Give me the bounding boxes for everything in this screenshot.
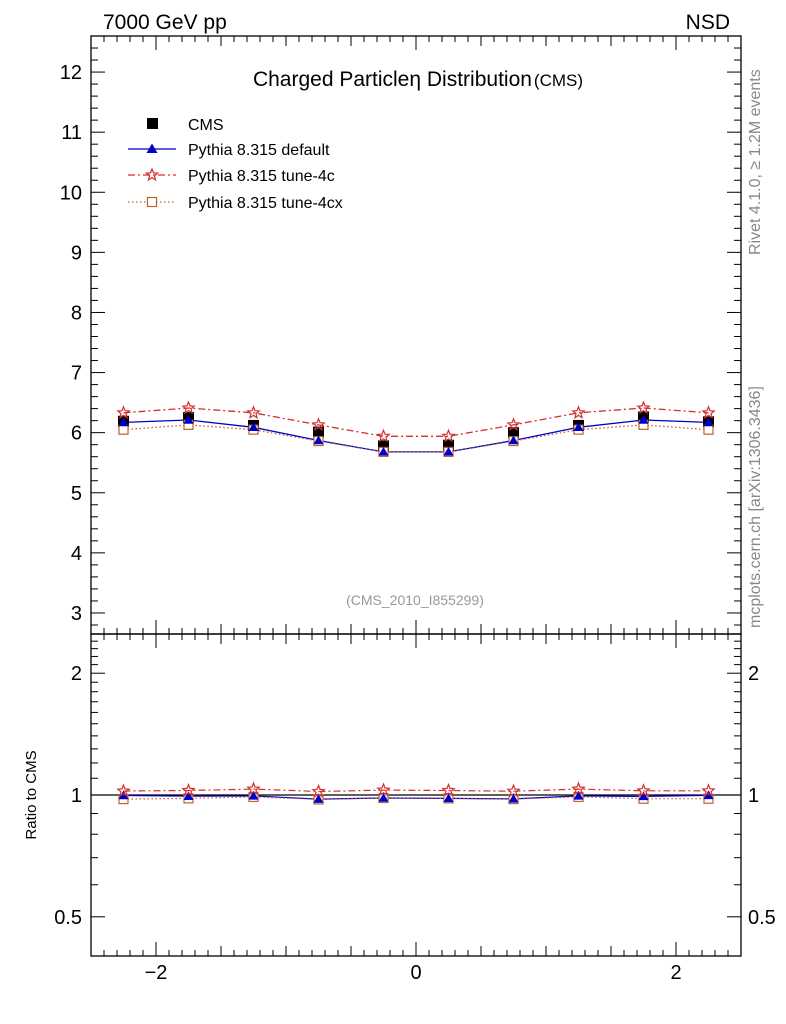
ratio-y-tick-label: 1 xyxy=(71,785,82,807)
ratio-default-marker xyxy=(313,794,324,803)
y-tick-label: 11 xyxy=(61,122,82,144)
ratio-line-square xyxy=(123,796,709,801)
x-tick-label: −2 xyxy=(145,962,168,984)
ratio-tune4c-marker xyxy=(246,781,261,796)
default-marker xyxy=(508,435,519,445)
process-label: NSD xyxy=(686,11,730,34)
y-tick-label: 8 xyxy=(71,302,82,324)
ratio-panel xyxy=(91,781,741,805)
ratio-y-tick-label: 2 xyxy=(71,663,82,685)
x-tick-label: 2 xyxy=(670,962,681,984)
tune4c-marker xyxy=(571,405,586,420)
ratio-y-tick-label-right: 2 xyxy=(748,663,759,685)
ratio-tune4c-marker xyxy=(311,783,326,798)
y-tick-label: 4 xyxy=(71,543,82,565)
rivet-version-label: Rivet 4.1.0, ≥ 1.2M events xyxy=(747,69,764,255)
y-tick-label: 3 xyxy=(71,603,82,625)
ratio-tune4c-marker xyxy=(376,782,391,797)
ratio-default-marker xyxy=(443,793,454,803)
ratio-tune4c-marker xyxy=(441,782,456,797)
tune4c-marker xyxy=(376,428,391,443)
y-tick-label: 12 xyxy=(60,62,82,84)
chart-title-main: Charged Particleη Distribution xyxy=(253,68,532,91)
tune4c-marker xyxy=(311,417,326,432)
tune4c-marker xyxy=(636,400,651,415)
energy-label: 7000 GeV pp xyxy=(103,11,227,34)
ratio-default-marker xyxy=(508,793,519,803)
legend-marker-tune4c xyxy=(144,167,160,182)
default-marker xyxy=(378,446,389,456)
legend-label-tune4c: Pythia 8.315 tune-4c xyxy=(188,168,335,185)
ratio-tune4c-marker xyxy=(506,783,521,798)
ratio-y-tick-label-right: 0.5 xyxy=(748,907,776,929)
series-line-triangle xyxy=(123,419,709,453)
ratio-y-tick-label-right: 1 xyxy=(748,785,759,807)
default-marker xyxy=(313,435,324,445)
analysis-label: (CMS_2010_I855299) xyxy=(346,592,484,608)
legend-marker-tune4cx xyxy=(146,196,158,208)
cms-data-point xyxy=(508,427,519,439)
main-panel xyxy=(116,400,716,457)
chart-title: Charged Particleη Distribution (CMS) xyxy=(253,68,583,91)
ratio-default-marker xyxy=(378,793,389,802)
default-marker xyxy=(248,422,259,432)
ratio-default-marker xyxy=(118,790,129,800)
legend-label-default: Pythia 8.315 default xyxy=(188,142,330,159)
ratio-default-marker xyxy=(573,790,584,800)
y-tick-label: 9 xyxy=(71,242,82,264)
ratio-default-marker xyxy=(248,790,259,800)
ratio-tune4c-marker xyxy=(116,783,131,798)
ratio-default-marker xyxy=(183,791,194,800)
tune4c-marker xyxy=(246,405,261,420)
ratio-tune4c-marker xyxy=(571,781,586,796)
tune4c-marker xyxy=(506,417,521,432)
chart-title-suffix: (CMS) xyxy=(534,71,583,90)
cms-data-point xyxy=(313,426,324,438)
ratio-y-tick-label: 0.5 xyxy=(54,907,82,929)
tune4cx-marker xyxy=(703,424,714,435)
default-marker xyxy=(118,417,129,427)
x-tick-label: 0 xyxy=(410,962,421,984)
tune4cx-marker xyxy=(118,424,129,435)
legend: CMS Pythia 8.315 default Pythia 8.315 tu… xyxy=(128,117,343,212)
legend-label-tune4cx: Pythia 8.315 tune-4cx xyxy=(188,195,343,212)
series-line-square xyxy=(123,424,709,453)
ratio-tune4c-marker xyxy=(181,782,196,797)
tune4c-marker xyxy=(116,405,131,420)
y-tick-label: 6 xyxy=(71,423,82,445)
ratio-default-marker xyxy=(638,791,649,801)
default-marker xyxy=(573,422,584,432)
ratio-default-marker xyxy=(703,790,714,800)
tune4c-marker xyxy=(441,428,456,443)
y-tick-label: 5 xyxy=(71,483,82,505)
default-marker xyxy=(703,417,714,427)
mcplots-label: mcplots.cern.ch [arXiv:1306.3436] xyxy=(747,386,764,628)
ratio-tune4c-marker xyxy=(701,783,716,798)
default-marker xyxy=(443,446,454,456)
y-tick-label: 10 xyxy=(60,182,82,204)
legend-marker-default xyxy=(146,143,158,153)
tune4c-marker xyxy=(181,400,196,415)
ratio-line-star xyxy=(123,788,709,793)
legend-marker-cms xyxy=(147,118,158,129)
cms-data-point xyxy=(378,440,389,452)
ratio-axis-label: Ratio to CMS xyxy=(23,750,40,839)
y-tick-label: 7 xyxy=(71,363,82,385)
cms-data-point xyxy=(443,439,454,451)
default-marker xyxy=(183,415,194,424)
default-marker xyxy=(638,415,649,424)
ratio-tune4c-marker xyxy=(636,783,651,798)
legend-label-cms: CMS xyxy=(188,117,224,134)
tune4c-marker xyxy=(701,405,716,420)
